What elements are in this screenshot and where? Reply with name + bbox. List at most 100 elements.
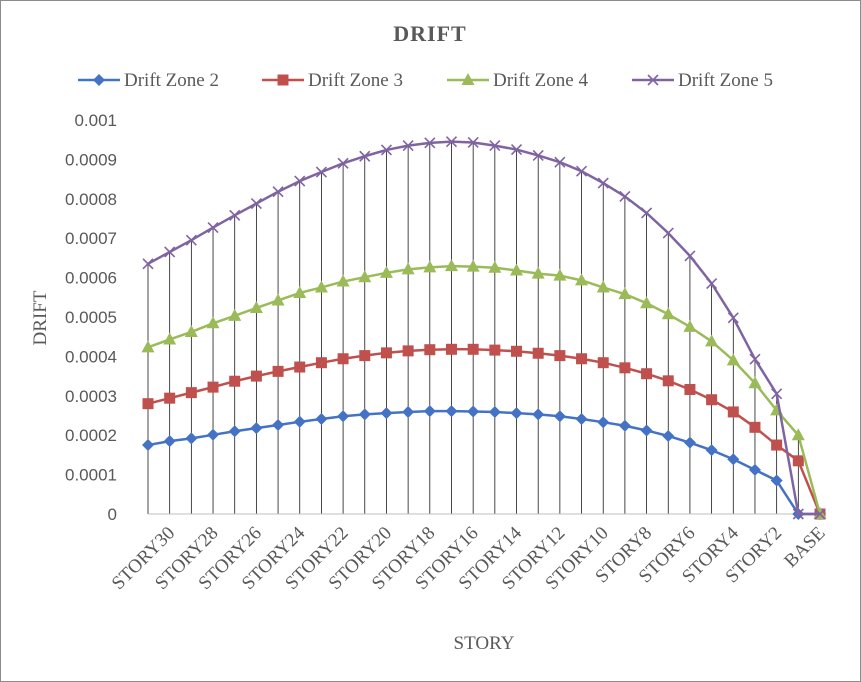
data-point [510, 143, 523, 156]
drop-lines [147, 141, 799, 514]
data-point [618, 419, 631, 432]
series-3 [141, 259, 827, 519]
data-point [358, 270, 372, 283]
data-point [293, 415, 306, 428]
y-axis-ticks: 0 0.0001 0.0002 0.0003 0.0004 0.0005 0.0006 0.0… [65, 111, 117, 524]
data-point [184, 324, 198, 337]
data-point [337, 157, 349, 169]
data-point [705, 444, 718, 457]
data-point [402, 345, 414, 357]
data-point [771, 388, 783, 400]
data-point [575, 413, 588, 426]
data-point [641, 368, 653, 380]
series-1 [142, 405, 826, 520]
y-tick-label: 0.0002 [65, 426, 117, 445]
data-point [488, 260, 502, 273]
data-point [315, 413, 328, 426]
data-point [532, 347, 544, 359]
data-point [228, 425, 241, 438]
data-point [228, 308, 242, 321]
data-point [683, 436, 696, 449]
data-point [164, 246, 176, 258]
data-point [445, 405, 458, 418]
data-point [185, 432, 198, 445]
data-point [424, 344, 436, 356]
legend-marker [93, 74, 105, 86]
y-axis-label: DRIFT [30, 290, 51, 345]
series-4 [142, 136, 826, 520]
data-point [141, 340, 155, 353]
data-point [640, 424, 653, 437]
data-point [272, 365, 284, 377]
data-point [705, 334, 719, 347]
data-point [792, 455, 804, 467]
legend-label: Drift Zone 3 [308, 70, 403, 91]
legend-label: Drift Zone 5 [678, 70, 773, 91]
data-point [726, 353, 740, 366]
legend-marker [647, 74, 659, 86]
data-point [423, 405, 436, 418]
data-point [337, 410, 350, 423]
data-point [532, 149, 544, 162]
series-group [141, 136, 827, 520]
data-point [597, 177, 609, 189]
legend-item: Drift Zone 3 [262, 70, 403, 91]
data-point [207, 381, 219, 393]
data-point [467, 343, 479, 355]
data-point [684, 383, 696, 395]
data-point [770, 474, 783, 487]
data-point [315, 357, 327, 369]
y-tick-label: 0 [108, 505, 117, 524]
data-point [597, 357, 609, 369]
legend-label: Drift Zone 2 [124, 70, 219, 91]
y-tick-label: 0.0003 [65, 387, 117, 406]
data-point [185, 387, 197, 399]
data-point [466, 259, 480, 272]
data-point [142, 439, 154, 452]
data-point [444, 259, 458, 272]
data-point [814, 508, 826, 520]
data-point [531, 266, 545, 279]
data-point [271, 293, 285, 306]
data-point [272, 186, 284, 198]
data-point [250, 197, 262, 210]
data-point [662, 227, 674, 239]
data-point [424, 137, 436, 149]
data-point [749, 353, 761, 365]
data-point [358, 408, 371, 421]
data-point [423, 260, 437, 273]
data-point [661, 307, 675, 320]
data-point [402, 140, 414, 152]
y-tick-label: 0.001 [74, 111, 117, 130]
series-line [147, 264, 822, 515]
data-point [683, 319, 697, 332]
legend-item: Drift Zone 5 [632, 70, 773, 91]
data-point [467, 136, 479, 149]
data-point [207, 221, 219, 234]
data-point [229, 209, 241, 221]
data-point [250, 422, 263, 435]
data-point [662, 375, 674, 387]
data-point [379, 265, 393, 278]
data-point [748, 376, 762, 389]
series-2 [142, 343, 826, 520]
data-point [489, 344, 501, 356]
data-point [510, 407, 523, 420]
data-point [619, 190, 631, 203]
data-point [575, 273, 589, 286]
data-point [792, 508, 804, 520]
data-point [142, 398, 154, 410]
y-tick-label: 0.0005 [65, 308, 117, 327]
data-point [727, 312, 739, 324]
data-point [597, 416, 610, 429]
data-point [553, 410, 566, 423]
y-tick-label: 0.0007 [65, 229, 117, 248]
data-point [380, 144, 393, 156]
data-point [706, 394, 718, 406]
data-point [163, 435, 176, 448]
data-point [510, 263, 524, 276]
data-point [229, 375, 241, 387]
data-point [575, 165, 588, 177]
data-point [380, 347, 392, 359]
